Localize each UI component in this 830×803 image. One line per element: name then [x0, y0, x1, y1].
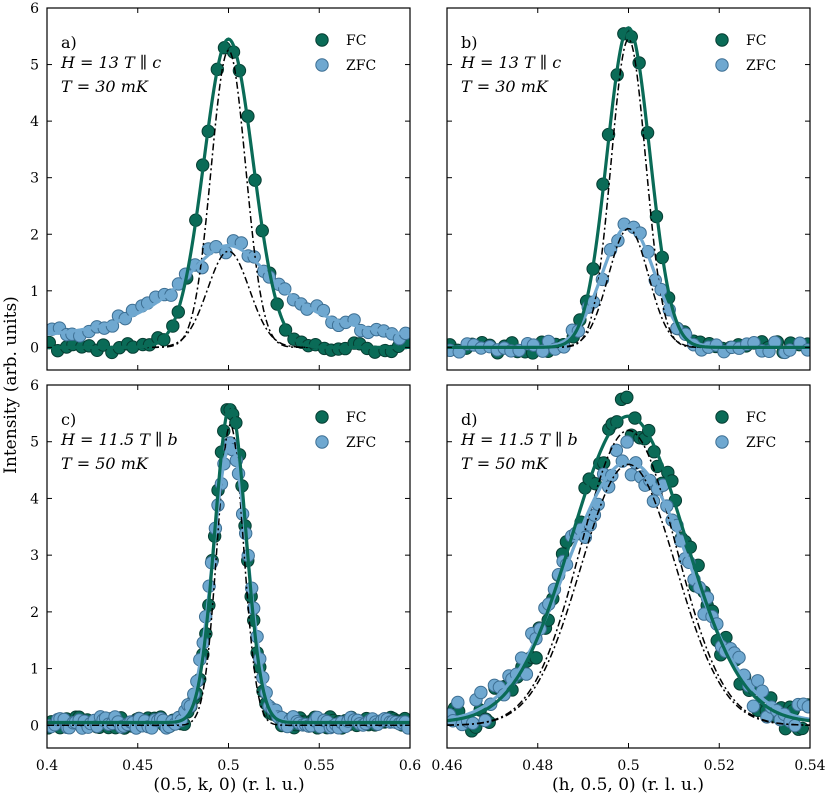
y-tick-label: 2 — [30, 227, 39, 243]
zfc-point — [788, 718, 802, 733]
temperature-annotation: T = 50 mK — [61, 454, 149, 473]
x-tick-label: 0.48 — [522, 758, 553, 774]
chart-panel-b: b)H = 13 T ∥ c T = 30 mK FC ZFC — [446, 7, 811, 371]
y-tick-label: 1 — [30, 662, 39, 678]
x-tick-label: 0.5 — [217, 758, 239, 774]
plot-area — [47, 403, 410, 735]
zfc-point — [646, 494, 661, 508]
y-tick-label: 3 — [30, 548, 39, 564]
chart-panel-a: 0 1 2 3 4 5 6 a)H = 13 T ∥ c T = 30 mK FC ZFC — [30, 1, 411, 371]
fc-fit-line — [447, 26, 810, 349]
y-tick-label: 5 — [30, 58, 39, 74]
reference-dashdot-line-1 — [447, 227, 810, 349]
plot-area — [447, 26, 810, 360]
x-tick-label: 0.6 — [399, 758, 421, 774]
legend-fc-marker — [715, 410, 729, 424]
field-annotation: H = 11.5 T ∥ b — [60, 430, 178, 449]
legend-zfc-label: ZFC — [746, 435, 776, 451]
fc-fit-line — [47, 403, 410, 725]
temperature-annotation: T = 30 mK — [61, 77, 149, 96]
legend-fc-marker — [315, 33, 329, 47]
panel-label: a) — [61, 33, 77, 52]
panel-label: c) — [61, 410, 76, 429]
temperature-annotation: T = 30 mK — [461, 77, 549, 96]
plot-area — [447, 390, 810, 738]
reference-dashdot-line-1 — [447, 463, 810, 726]
zfc-point — [478, 713, 492, 728]
zfc-point — [620, 435, 634, 449]
legend-zfc-label: ZFC — [346, 435, 376, 451]
zfc-point — [800, 343, 810, 357]
panel-label: d) — [461, 410, 477, 429]
zfc-point — [732, 650, 746, 665]
zfc-fit-line — [47, 443, 410, 725]
x-axis-label-left: (0.5, k, 0) (r. l. u.) — [153, 775, 304, 795]
x-tick-label: 0.46 — [431, 758, 462, 774]
legend-zfc-label: ZFC — [746, 58, 776, 74]
zfc-point — [474, 685, 488, 700]
y-tick-label: 1 — [30, 284, 39, 300]
zfc-fit-line — [447, 459, 810, 721]
legend-zfc-marker — [315, 58, 329, 72]
x-tick-label: 0.45 — [122, 758, 153, 774]
y-tick-label: 6 — [30, 378, 39, 394]
y-tick-label: 4 — [30, 491, 39, 507]
legend-fc-marker — [715, 33, 729, 47]
zfc-points — [47, 234, 410, 346]
legend-zfc-marker — [715, 435, 729, 449]
y-axis-label: Intensity (arb. units) — [1, 296, 21, 474]
zfc-points — [47, 436, 410, 735]
zfc-point — [801, 700, 810, 714]
x-tick-label: 0.54 — [794, 758, 825, 774]
x-tick-label: 0.52 — [704, 758, 735, 774]
y-tick-label: 2 — [30, 605, 39, 621]
reference-dashdot-line-0 — [47, 424, 410, 727]
field-annotation: H = 11.5 T ∥ b — [460, 430, 578, 449]
zfc-points — [447, 435, 810, 733]
fc-fit-line — [447, 414, 810, 723]
field-annotation: H = 13 T ∥ c — [60, 53, 161, 72]
legend-zfc-marker — [315, 435, 329, 449]
y-tick-label: 0 — [30, 718, 39, 734]
legend-fc-label: FC — [746, 33, 766, 49]
zfc-fit-line — [447, 224, 810, 349]
temperature-annotation: T = 50 mK — [461, 454, 549, 473]
y-tick-label: 5 — [30, 435, 39, 451]
x-tick-label: 0.5 — [617, 758, 639, 774]
chart-panel-c: 0 1 2 3 4 5 6 0.4 0.45 0.5 0.55 0.6 c)H = 11.5 T ∥ b… — [30, 378, 421, 774]
x-tick-label: 0.4 — [36, 758, 58, 774]
zfc-point — [746, 699, 761, 713]
fc-fit-line — [47, 37, 410, 349]
legend-zfc-marker — [715, 58, 729, 72]
plot-area — [47, 37, 410, 360]
legend-zfc-label: ZFC — [346, 58, 376, 74]
legend-fc-label: FC — [346, 33, 366, 49]
zfc-fit-line — [47, 243, 410, 336]
legend-fc-marker — [315, 410, 329, 424]
panel-label: b) — [461, 33, 477, 52]
legend-fc-label: FC — [346, 410, 366, 426]
field-annotation: H = 13 T ∥ c — [460, 53, 561, 72]
reference-dashdot-line-0 — [447, 429, 810, 726]
y-tick-label: 6 — [30, 1, 39, 17]
x-axis-label-right: (h, 0.5, 0) (r. l. u.) — [552, 775, 704, 795]
y-tick-label: 4 — [30, 114, 39, 130]
legend-fc-label: FC — [746, 410, 766, 426]
y-tick-label: 0 — [30, 340, 39, 356]
x-tick-label: 0.55 — [304, 758, 335, 774]
fc-point — [620, 390, 634, 405]
y-tick-label: 3 — [30, 171, 39, 187]
zfc-point — [451, 695, 465, 710]
chart-panel-d: 0.46 0.48 0.5 0.52 0.54 d)H = 11.5 T ∥ b T = 5… — [431, 384, 826, 774]
